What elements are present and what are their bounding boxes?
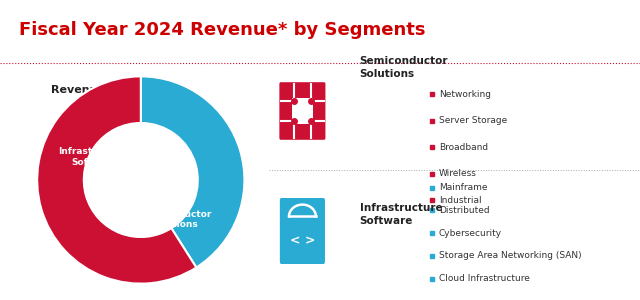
Text: Infrastructure
Software: Infrastructure Software xyxy=(360,203,442,226)
Text: Semiconductor
Solutions: Semiconductor Solutions xyxy=(360,56,448,79)
Text: Server Storage: Server Storage xyxy=(439,116,507,125)
Wedge shape xyxy=(37,76,196,284)
Text: Cybersecurity: Cybersecurity xyxy=(439,229,502,238)
Text: Broadband: Broadband xyxy=(439,143,488,152)
Text: Storage Area Networking (SAN): Storage Area Networking (SAN) xyxy=(439,251,581,260)
Wedge shape xyxy=(141,76,244,268)
FancyBboxPatch shape xyxy=(292,98,313,124)
Text: < >: < > xyxy=(290,234,315,247)
Text: Industrial: Industrial xyxy=(439,196,481,205)
Text: Fiscal Year 2024 Revenue* by Segments: Fiscal Year 2024 Revenue* by Segments xyxy=(19,21,426,39)
Text: Semiconductor
Solutions: Semiconductor Solutions xyxy=(136,210,212,229)
FancyBboxPatch shape xyxy=(280,197,325,265)
Text: Cloud Infrastructure: Cloud Infrastructure xyxy=(439,274,530,283)
Text: Networking: Networking xyxy=(439,90,491,99)
FancyBboxPatch shape xyxy=(279,82,326,140)
Text: Distributed: Distributed xyxy=(439,206,490,215)
Text: Infrastructure
Software: Infrastructure Software xyxy=(58,148,130,167)
Text: Wireless: Wireless xyxy=(439,169,477,178)
Text: Mainframe: Mainframe xyxy=(439,183,487,192)
Text: Revenue by Segments: Revenue by Segments xyxy=(51,85,190,95)
